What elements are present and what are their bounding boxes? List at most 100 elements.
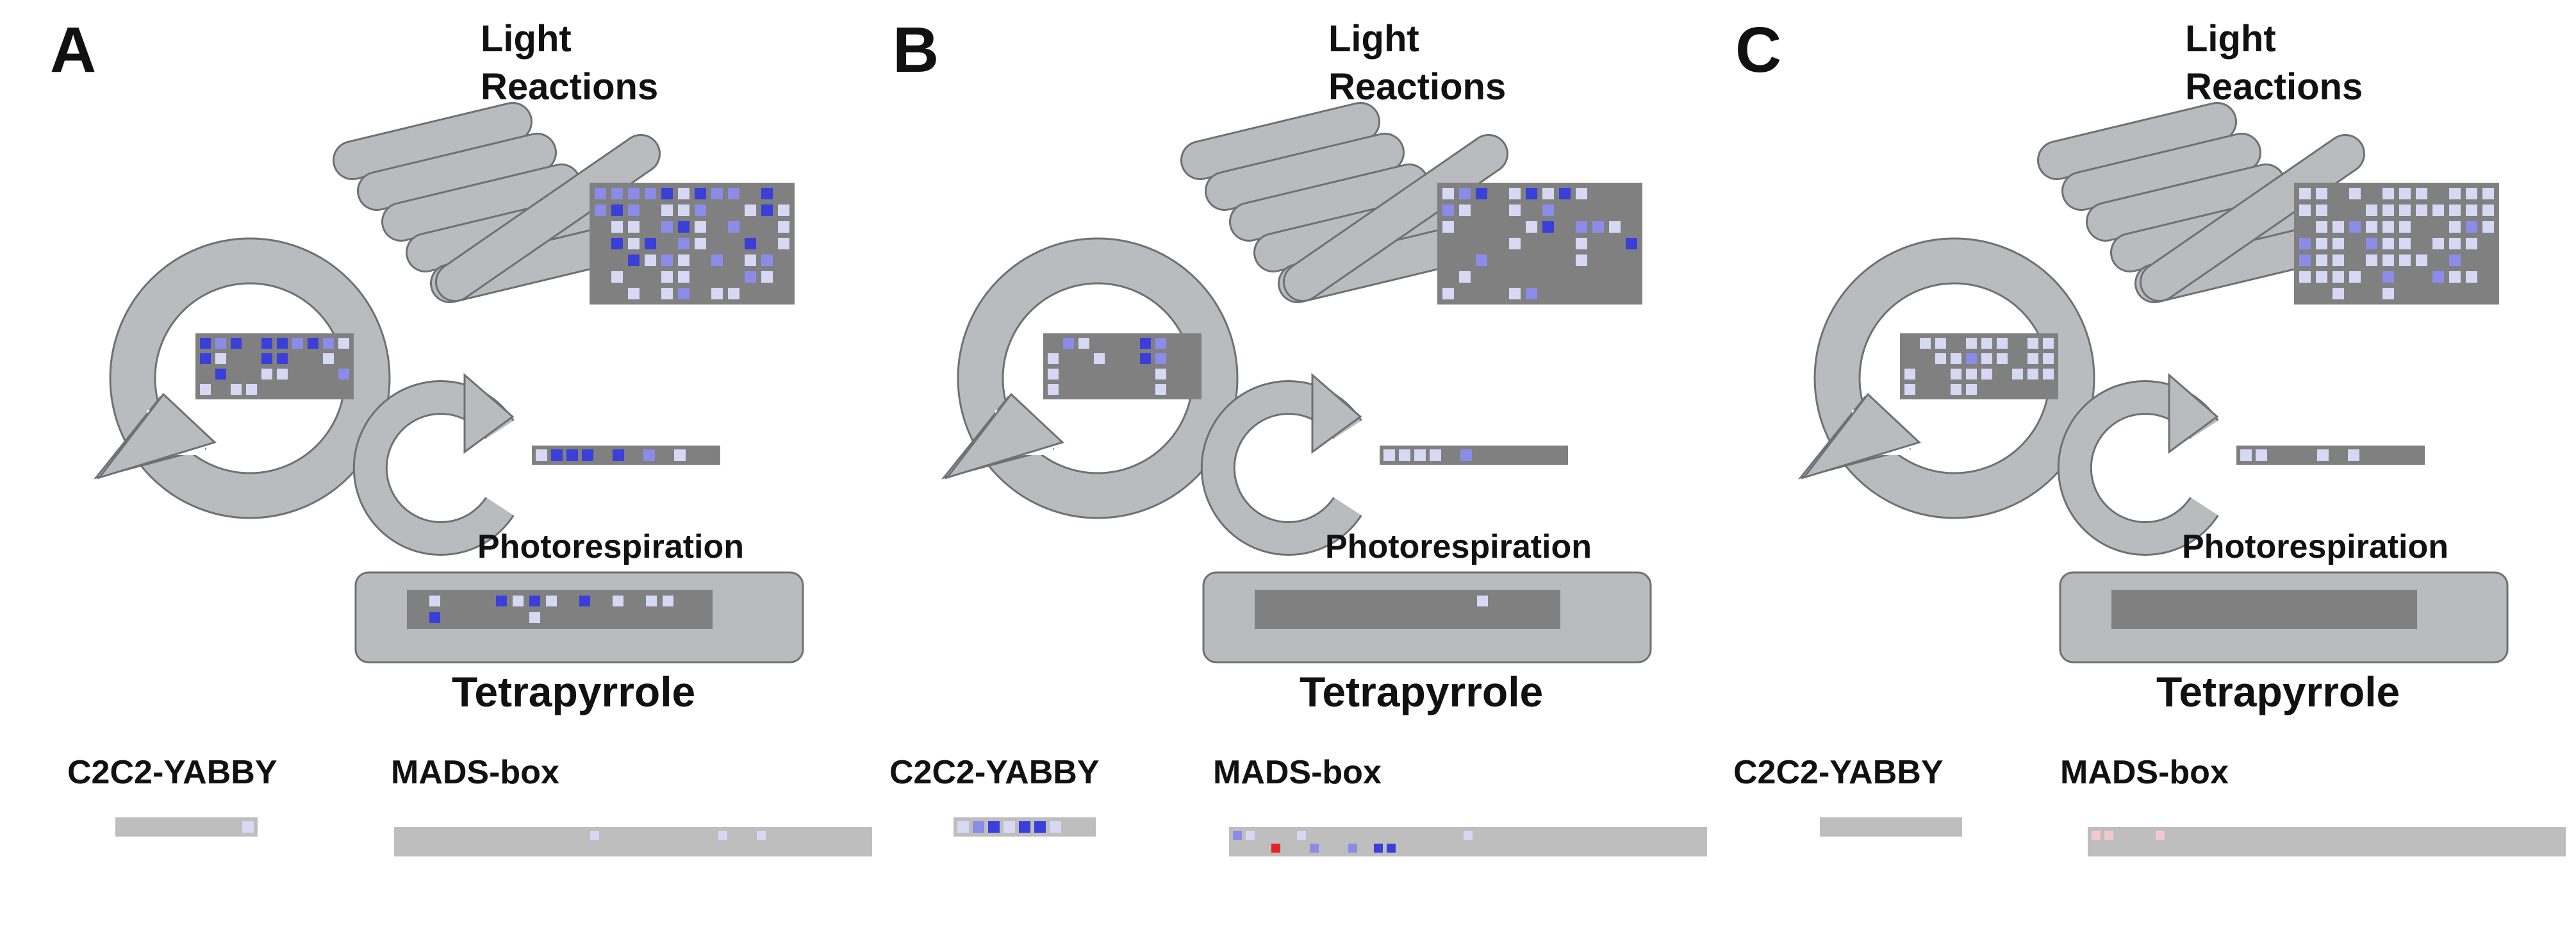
calvin-cycle-cell xyxy=(215,369,226,380)
light-reactions-cell xyxy=(2299,255,2311,266)
light-reactions-cell xyxy=(645,238,656,249)
light-reactions-cell xyxy=(1576,255,1587,266)
light-reactions-cell xyxy=(628,255,640,266)
light-reactions-cell xyxy=(2449,204,2461,216)
mads-label: MADS-box xyxy=(2060,754,2229,791)
tetrapyrrole-cell xyxy=(529,596,540,606)
thylakoid-stack xyxy=(1207,135,1403,209)
light-reactions-cell xyxy=(2332,238,2344,249)
c2c2-yabby-cell xyxy=(988,821,1000,833)
calvin-cycle-cell xyxy=(2043,338,2054,349)
light-reactions-cell xyxy=(2332,271,2344,283)
photorespiration-cell xyxy=(1430,449,1441,461)
calvin-cycle-cell xyxy=(1155,353,1166,364)
calvin-cycle-cell xyxy=(1904,384,1915,395)
light-reactions-cell xyxy=(695,188,706,199)
light-reactions-cell xyxy=(2449,271,2461,283)
thylakoid-tail xyxy=(2142,136,2363,300)
calvin-cycle-cell xyxy=(231,338,242,349)
calvin-cycle-cell xyxy=(1155,338,1166,349)
photorespiration-arc xyxy=(1202,382,1361,554)
photorespiration-label: Photorespiration xyxy=(2182,528,2448,565)
thylakoid-stack xyxy=(383,165,579,240)
photorespiration-box xyxy=(1380,446,1568,465)
light-reactions-cell xyxy=(695,238,706,249)
light-reactions-cell xyxy=(1509,288,1521,299)
light-reactions-cell xyxy=(1559,188,1571,199)
calvin-cycle-cell xyxy=(1997,353,2008,364)
calvin-cycle-cell xyxy=(200,384,211,395)
light-reactions-box xyxy=(590,183,795,305)
light-reactions-cell xyxy=(2349,221,2361,233)
light-reactions-cell xyxy=(1459,188,1471,199)
calvin-cycle-cell xyxy=(231,384,242,395)
mads-box-cell xyxy=(1246,831,1255,840)
light-reactions-cell xyxy=(711,288,723,299)
light-reactions-cell xyxy=(1509,238,1521,249)
calvin-cycle-cell xyxy=(277,338,288,349)
light-reactions-cell xyxy=(611,221,623,233)
mads-box-cell xyxy=(1310,844,1319,853)
light-reactions-cell xyxy=(2382,271,2394,283)
c2c2-label: C2C2-YABBY xyxy=(1733,754,1944,791)
calvin-cycle-cell xyxy=(338,369,349,380)
light-reactions-cell xyxy=(1459,204,1471,216)
photorespiration-cell xyxy=(1383,449,1395,461)
light-reactions-cell xyxy=(2299,238,2311,249)
photorespiration-arrowhead xyxy=(2168,372,2219,454)
thylakoid-stack xyxy=(2039,104,2235,178)
light-reactions-cell xyxy=(1576,221,1587,233)
calvin-cycle-cell xyxy=(1935,338,1946,349)
light-reactions-cell xyxy=(1609,221,1621,233)
light-reactions-cell xyxy=(728,221,739,233)
calvin-cycle-cell xyxy=(261,369,272,380)
light-reactions-cell xyxy=(1542,221,1554,233)
photorespiration-cell xyxy=(674,449,686,461)
mads-box-cell xyxy=(1374,844,1383,853)
calvin-cycle-cell xyxy=(1951,384,1961,395)
panel-b: B Light Reactions Photorespiration Tetra… xyxy=(889,14,1707,856)
mads-box-cell xyxy=(757,831,766,840)
light-reactions-cell xyxy=(761,271,773,283)
light-reactions-cell xyxy=(611,238,623,249)
light-reactions-cell xyxy=(2416,204,2427,216)
light-reactions-cell xyxy=(645,255,656,266)
light-reactions-cell xyxy=(628,221,640,233)
light-reactions-cell xyxy=(628,238,640,249)
light-reactions-cell xyxy=(1442,288,1454,299)
photorespiration-arc xyxy=(2059,382,2218,554)
light-reactions-cell xyxy=(1459,271,1471,283)
mads-box-cell xyxy=(590,831,599,840)
light-reactions-cell xyxy=(645,188,656,199)
tetrapyrrole-box xyxy=(407,590,713,629)
light-reactions-cell xyxy=(2366,238,2377,249)
light-reactions-cell xyxy=(761,204,773,216)
light-reactions-cell xyxy=(1626,238,1637,249)
light-reactions-cell xyxy=(2332,221,2344,233)
calvin-cycle-cell xyxy=(1966,369,1977,380)
light-reactions-cell xyxy=(1442,204,1454,216)
light-reactions-cell xyxy=(678,288,689,299)
light-reactions-cell xyxy=(2382,288,2394,299)
light-reactions-box xyxy=(1437,183,1642,305)
light-reactions-cell xyxy=(1526,188,1537,199)
light-reactions-cell xyxy=(728,188,739,199)
light-reactions-cell xyxy=(1576,188,1587,199)
pathway-shapes xyxy=(1797,102,2566,856)
light-reactions-cell xyxy=(2416,255,2427,266)
light-reactions-cell xyxy=(661,288,673,299)
light-reactions-cell xyxy=(745,238,756,249)
light-reactions-cell xyxy=(745,204,756,216)
c2c2-yabby-cell xyxy=(1003,821,1015,833)
light-reactions-cell xyxy=(2349,271,2361,283)
light-reactions-cell xyxy=(1509,188,1521,199)
mads-box-cell xyxy=(2092,831,2101,840)
mads-box-cell xyxy=(1464,831,1473,840)
c2c2-yabby-cell xyxy=(1050,821,1061,833)
light-reactions-cell xyxy=(1526,288,1537,299)
c2c2-label: C2C2-YABBY xyxy=(889,754,1100,791)
thylakoid-stack xyxy=(334,104,531,178)
light-reactions-cell xyxy=(2299,188,2311,199)
light-reactions-cell xyxy=(2366,255,2377,266)
light-reactions-cell xyxy=(711,255,723,266)
